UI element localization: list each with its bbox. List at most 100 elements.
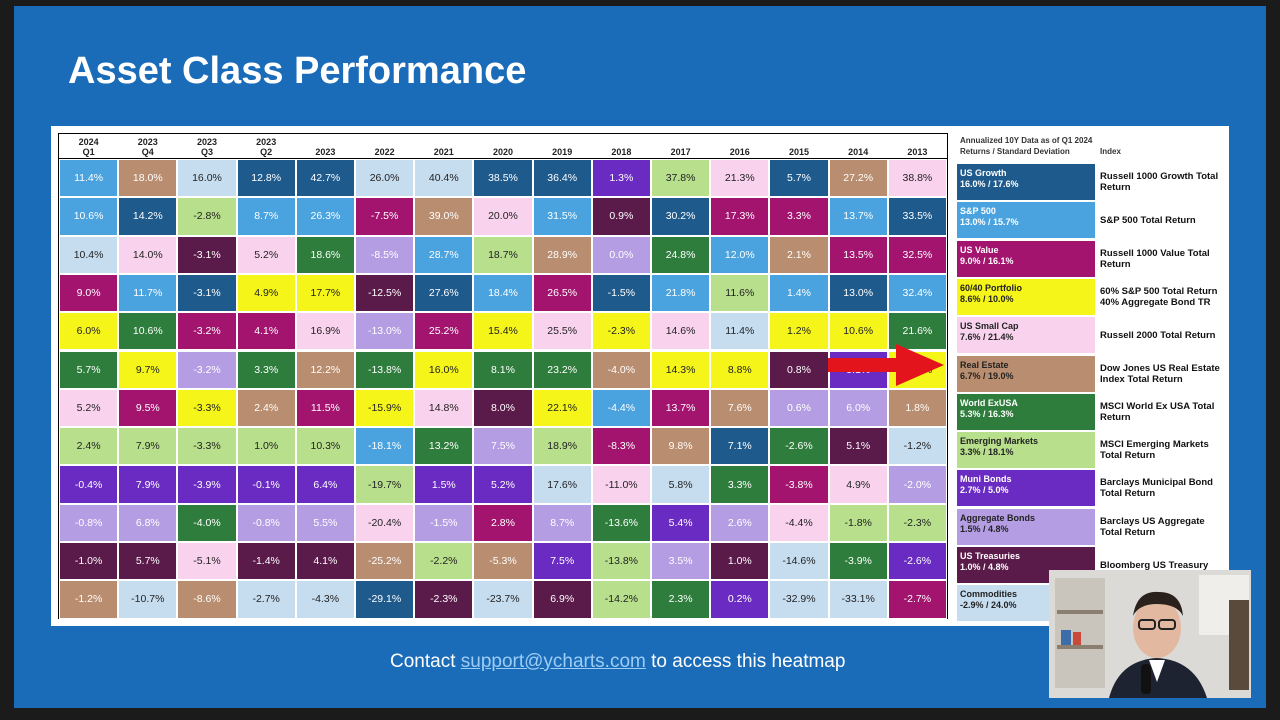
legend-index: Russell 2000 Total Return [1100, 329, 1216, 341]
heatmap-cell: 14.3% [651, 350, 711, 389]
heatmap-cell: 15.4% [473, 312, 533, 351]
legend-name: 60/40 Portfolio [960, 282, 1023, 293]
heatmap-cell: 8.7% [532, 503, 592, 542]
support-email-link[interactable]: support@ycharts.com [460, 651, 646, 672]
heatmap-cell: 42.7% [295, 159, 355, 198]
heatmap-cell: -19.7% [355, 465, 415, 504]
legend-stats: 5.3% / 16.3% [960, 408, 1014, 419]
heatmap-cell: 27.2% [828, 159, 888, 198]
heatmap-cell: -2.7% [236, 580, 296, 619]
footer-prefix: Contact [390, 651, 461, 672]
heatmap-cell: 8.0% [473, 388, 533, 428]
heatmap-cell: 2.4% [236, 388, 296, 428]
heatmap-cell: 27.6% [414, 273, 474, 313]
heatmap-cell: 1.8% [887, 388, 947, 428]
heatmap-cell: -18.1% [355, 427, 415, 466]
heatmap-cell: 2.4% [59, 427, 119, 466]
heatmap-cell: 30.2% [651, 197, 711, 236]
legend-stats: 3.3% / 18.1% [960, 447, 1014, 458]
slide-title: Asset Class Performance [68, 50, 527, 92]
heatmap-cell: 26.3% [295, 197, 355, 236]
heatmap-cell: 11.7% [118, 273, 178, 313]
column-header: 2014 [828, 134, 888, 159]
heatmap-cell: -5.1% [177, 542, 237, 581]
heatmap-cell: -5.3% [473, 542, 533, 581]
column-header-line: 2023 [256, 137, 277, 147]
heatmap-cell: 9.5% [118, 388, 178, 428]
legend-header-title: Annualized 10Y Data as of Q1 2024 [960, 136, 1093, 145]
legend-row: US Small Cap 7.6% / 21.4% Russell 2000 Tot… [957, 317, 1227, 354]
heatmap-cell: -2.2% [414, 542, 474, 581]
heatmap-cell: 23.2% [532, 350, 592, 389]
heatmap-cell: 37.8% [651, 159, 711, 198]
heatmap-cell: 8.7% [236, 197, 296, 236]
heatmap-cell: 18.6% [295, 235, 355, 274]
heatmap-cell: 20.0% [473, 197, 533, 236]
heatmap-cell: 5.1% [828, 427, 888, 466]
heatmap-cell: 5.4% [651, 503, 711, 542]
legend-row: Real Estate 6.7% / 19.0% Dow Jones US Real… [957, 355, 1227, 393]
legend-stats: 1.5% / 4.8% [960, 523, 1009, 534]
legend-index: S&P 500 Total Return [1100, 214, 1196, 226]
column-header: 2019 [532, 134, 592, 159]
legend-stats: 8.6% / 10.0% [960, 293, 1014, 304]
column-header: 2023 Q2 [236, 134, 296, 159]
heatmap-cell: 11.5% [295, 388, 355, 428]
column-header: 2024 Q1 [59, 134, 119, 159]
heatmap-cell: 7.6% [710, 388, 770, 428]
heatmap-cell: 25.2% [414, 312, 474, 351]
heatmap-cell: -4.4% [591, 388, 651, 428]
heatmap-cell: 10.3% [295, 427, 355, 466]
column-header: 2021 [414, 134, 474, 159]
heatmap-cell: 8.1% [473, 350, 533, 389]
legend-index: Russell 1000 Value Total Return [1100, 247, 1210, 270]
heatmap-cell: 13.7% [651, 388, 711, 428]
heatmap-cell: -0.8% [236, 503, 296, 542]
column-header: 2018 [591, 134, 651, 159]
legend-swatch: Real Estate 6.7% / 19.0% [957, 355, 1095, 392]
slide: Asset Class Performance 2024 Q1 2023 Q4 2023… [14, 6, 1266, 708]
legend-swatch: World ExUSA 5.3% / 16.3% [957, 393, 1095, 430]
heatmap-cell: 0.6% [769, 388, 829, 428]
legend-index: Dow Jones US Real Estate Index Total Ret… [1100, 362, 1220, 385]
heatmap-cell: 2.1% [769, 235, 829, 274]
heatmap-cell: 38.8% [887, 159, 947, 198]
legend-stats: 16.0% / 17.6% [960, 179, 1019, 189]
heatmap-cell: 26.5% [532, 273, 592, 313]
heatmap-cell: 1.3% [591, 159, 651, 198]
heatmap-cell: 13.7% [828, 197, 888, 236]
column-header: 2023 Q4 [118, 134, 178, 159]
heatmap-cell: -1.5% [414, 503, 474, 542]
heatmap-cell: -3.2% [177, 312, 237, 351]
column-header-line: 2016 [729, 147, 750, 157]
red-arrow-icon [828, 344, 944, 386]
heatmap-cell: 9.0% [59, 273, 119, 313]
legend-stats: 1.0% / 4.8% [960, 562, 1009, 572]
legend-index: Barclays US Aggregate Total Return [1100, 515, 1205, 538]
legend-index: 60% S&P 500 Total Return 40% Aggregate B… [1100, 285, 1218, 308]
column-header-line: 2018 [611, 147, 632, 157]
heatmap-cell: 17.7% [295, 273, 355, 313]
legend-swatch: Emerging Markets 3.3% / 18.1% [957, 432, 1095, 469]
heatmap-cell: 3.3% [236, 350, 296, 389]
heatmap-cell: 33.5% [887, 197, 947, 236]
heatmap-cell: 21.8% [651, 273, 711, 313]
heatmap-cell: 28.9% [532, 235, 592, 274]
heatmap-cell: 9.7% [118, 350, 178, 389]
heatmap-cell: 4.1% [236, 312, 296, 351]
column-header-line: 2014 [848, 147, 869, 157]
legend-name: World ExUSA [960, 397, 1018, 408]
heatmap-cell: 6.0% [828, 388, 888, 428]
heatmap-cell: -2.6% [769, 427, 829, 466]
heatmap-cell: 39.0% [414, 197, 474, 236]
heatmap-cell: -14.6% [769, 542, 829, 581]
heatmap-cell: 3.3% [769, 197, 829, 236]
heatmap-cell: -25.2% [355, 542, 415, 581]
legend-row: World ExUSA 5.3% / 16.3% MSCI World Ex USA… [957, 393, 1227, 431]
legend-row: S&P 500 13.0% / 15.7% S&P 500 Total Return [957, 202, 1227, 239]
heatmap-cell: -3.9% [177, 465, 237, 504]
heatmap-cell: 2.6% [710, 503, 770, 542]
heatmap-cell: 13.2% [414, 427, 474, 466]
heatmap-cell: -3.3% [177, 427, 237, 466]
heatmap-cell: -33.1% [828, 580, 888, 619]
